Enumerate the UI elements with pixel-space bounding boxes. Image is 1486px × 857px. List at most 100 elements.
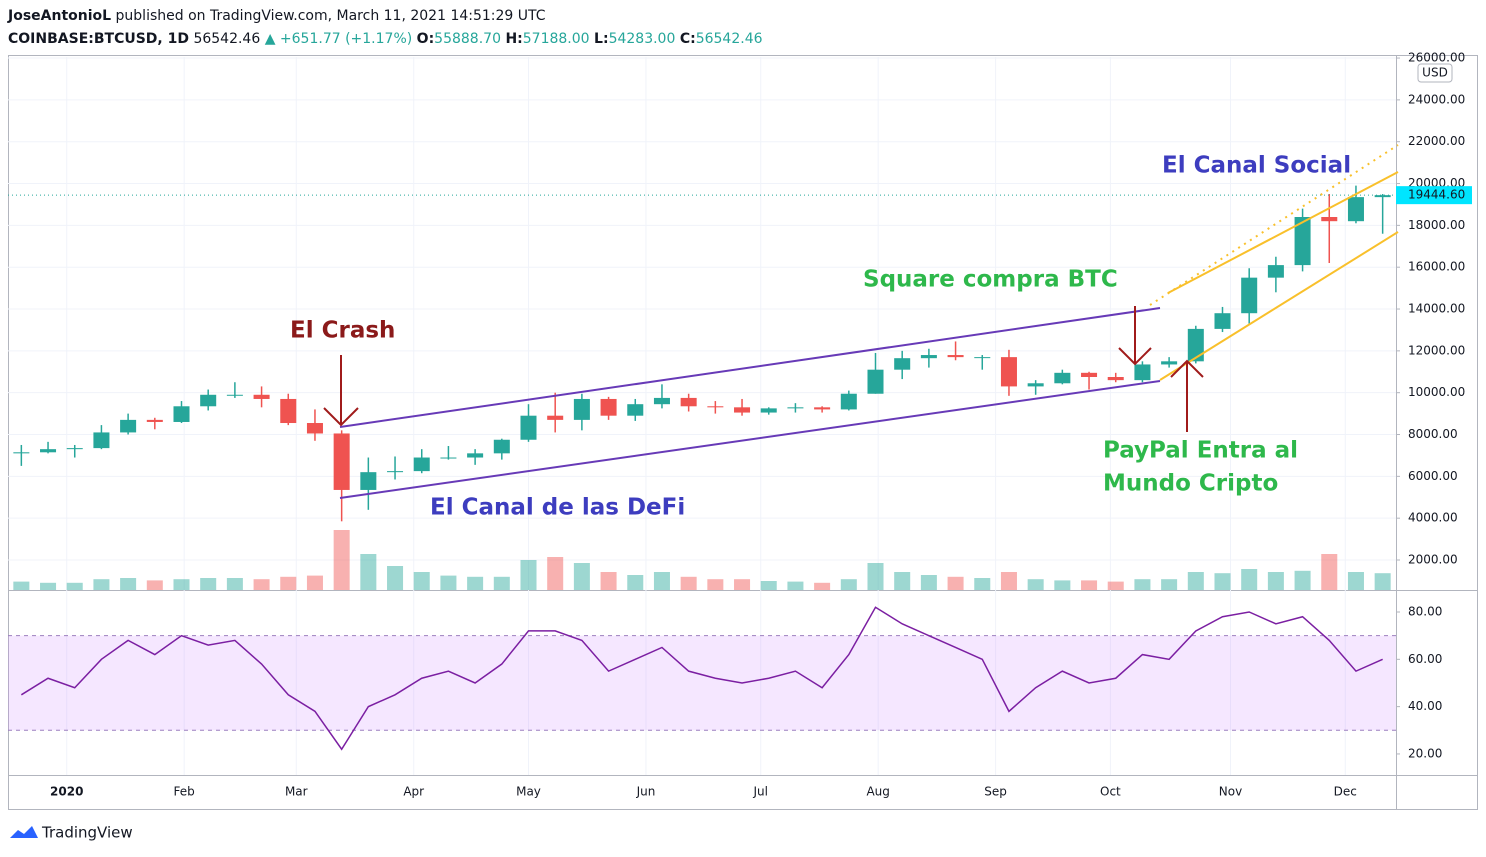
candle-body xyxy=(1294,217,1311,266)
candle-body xyxy=(814,407,831,410)
annotation: El Canal Social xyxy=(1162,153,1351,179)
candle-body xyxy=(1214,313,1231,329)
volume-bar xyxy=(66,582,83,590)
candle-body xyxy=(360,472,377,490)
candle-body xyxy=(1134,364,1151,381)
chart-frame xyxy=(8,55,1478,810)
volume-bar xyxy=(1134,579,1151,590)
arrow xyxy=(1170,359,1204,432)
volume-bar xyxy=(146,580,163,590)
annotation: PayPal Entra al xyxy=(1103,438,1298,464)
volume-bar xyxy=(120,578,137,590)
volume-bar xyxy=(40,582,57,590)
volume-bar xyxy=(520,560,537,590)
volume-bar xyxy=(1347,572,1364,590)
header-line-2: COINBASE:BTCUSD, 1D 56542.46 ▲ +651.77 (… xyxy=(8,31,763,47)
grid: 2020 Feb Mar Apr May Jun Jul Aug Sep Oct Nov Dec 200… xyxy=(8,51,1465,799)
volume-bar xyxy=(13,581,30,590)
volume-bar xyxy=(280,576,297,590)
y-tick-label: 10000.00 xyxy=(1408,385,1465,399)
candle-body xyxy=(1000,357,1017,387)
volume-bar xyxy=(1081,580,1098,590)
candle-body xyxy=(333,433,350,490)
candle-body xyxy=(280,398,297,424)
volume-bar xyxy=(840,579,857,590)
candle-body xyxy=(920,355,937,359)
candle-body xyxy=(493,439,510,454)
h-label: H: xyxy=(505,31,522,47)
volume-bar xyxy=(760,581,777,590)
volume-bar xyxy=(467,576,484,590)
candle-body xyxy=(734,407,751,413)
volume-bar xyxy=(1241,569,1258,590)
candle-body xyxy=(840,393,857,410)
h: 57188.00 xyxy=(523,31,590,47)
volume-bar xyxy=(974,578,991,590)
candle-body xyxy=(13,452,30,454)
last: 56542.46 xyxy=(193,31,260,47)
volume-bar xyxy=(200,578,217,590)
volume-bar xyxy=(493,576,510,590)
candle-body xyxy=(1321,217,1338,222)
x-tick-label: Oct xyxy=(1100,785,1121,799)
currency-box xyxy=(1417,63,1453,83)
annotation: El Canal de las DeFi xyxy=(430,495,685,521)
footer: TradingView xyxy=(41,824,133,842)
volume-bar xyxy=(1374,573,1391,590)
candle-body xyxy=(200,394,217,407)
logo xyxy=(10,826,38,838)
candle-body xyxy=(1267,265,1284,278)
candle-body xyxy=(787,407,804,409)
candle-body xyxy=(387,471,404,473)
author: JoseAntonioL xyxy=(7,8,111,24)
volume-bar xyxy=(387,566,404,590)
x-tick-label: Jun xyxy=(636,785,656,799)
candle-body xyxy=(1347,197,1364,222)
volume-bar xyxy=(787,581,804,590)
y-tick-label: 22000.00 xyxy=(1408,134,1465,148)
y-tick-label: 80.00 xyxy=(1408,605,1442,619)
candle-body xyxy=(306,423,323,434)
volume-bar xyxy=(1321,554,1338,590)
x-tick-label: Apr xyxy=(403,785,424,799)
o-label: O: xyxy=(417,31,435,47)
y-tick-label: 6000.00 xyxy=(1408,469,1458,483)
candle-body xyxy=(66,448,83,450)
candle-body xyxy=(547,415,564,420)
volume-bar xyxy=(1000,572,1017,590)
candle-body xyxy=(146,419,163,422)
volume-bar xyxy=(707,579,724,590)
y-tick-label: 14000.00 xyxy=(1408,302,1465,316)
x-tick-label: Sep xyxy=(984,785,1007,799)
candle-body xyxy=(760,408,777,413)
candle-body xyxy=(1241,277,1258,314)
volume-bar xyxy=(920,575,937,590)
candle-body xyxy=(93,432,110,449)
volume-bar xyxy=(1161,579,1178,590)
volume-bar xyxy=(226,578,243,590)
y-tick-label: 4000.00 xyxy=(1408,511,1458,525)
c-label: C: xyxy=(680,31,696,47)
candle-body xyxy=(653,397,670,405)
volume-bar xyxy=(1267,572,1284,590)
y-tick-label: 40.00 xyxy=(1408,699,1442,713)
volume-bar xyxy=(814,582,831,590)
l-label: L: xyxy=(594,31,609,47)
candle-body xyxy=(680,397,697,407)
x-tick-label: Dec xyxy=(1334,785,1357,799)
volume-bar xyxy=(867,563,884,590)
candle-body xyxy=(226,394,243,396)
candle-body xyxy=(1054,372,1071,384)
trend-line xyxy=(1149,144,1399,306)
y-tick-label: 26000.00 xyxy=(1408,51,1465,65)
volume-bar xyxy=(627,575,644,590)
annotation: Square compra BTC xyxy=(863,267,1118,293)
volume-bar xyxy=(173,579,190,590)
y-tick-label: 18000.00 xyxy=(1408,218,1465,232)
drawings xyxy=(323,144,1399,499)
candle-body xyxy=(1081,372,1098,378)
candle-body xyxy=(573,398,590,420)
y-tick-label: 24000.00 xyxy=(1408,92,1465,106)
candle-body xyxy=(467,453,484,458)
plot: 19444.60 xyxy=(8,185,1472,751)
